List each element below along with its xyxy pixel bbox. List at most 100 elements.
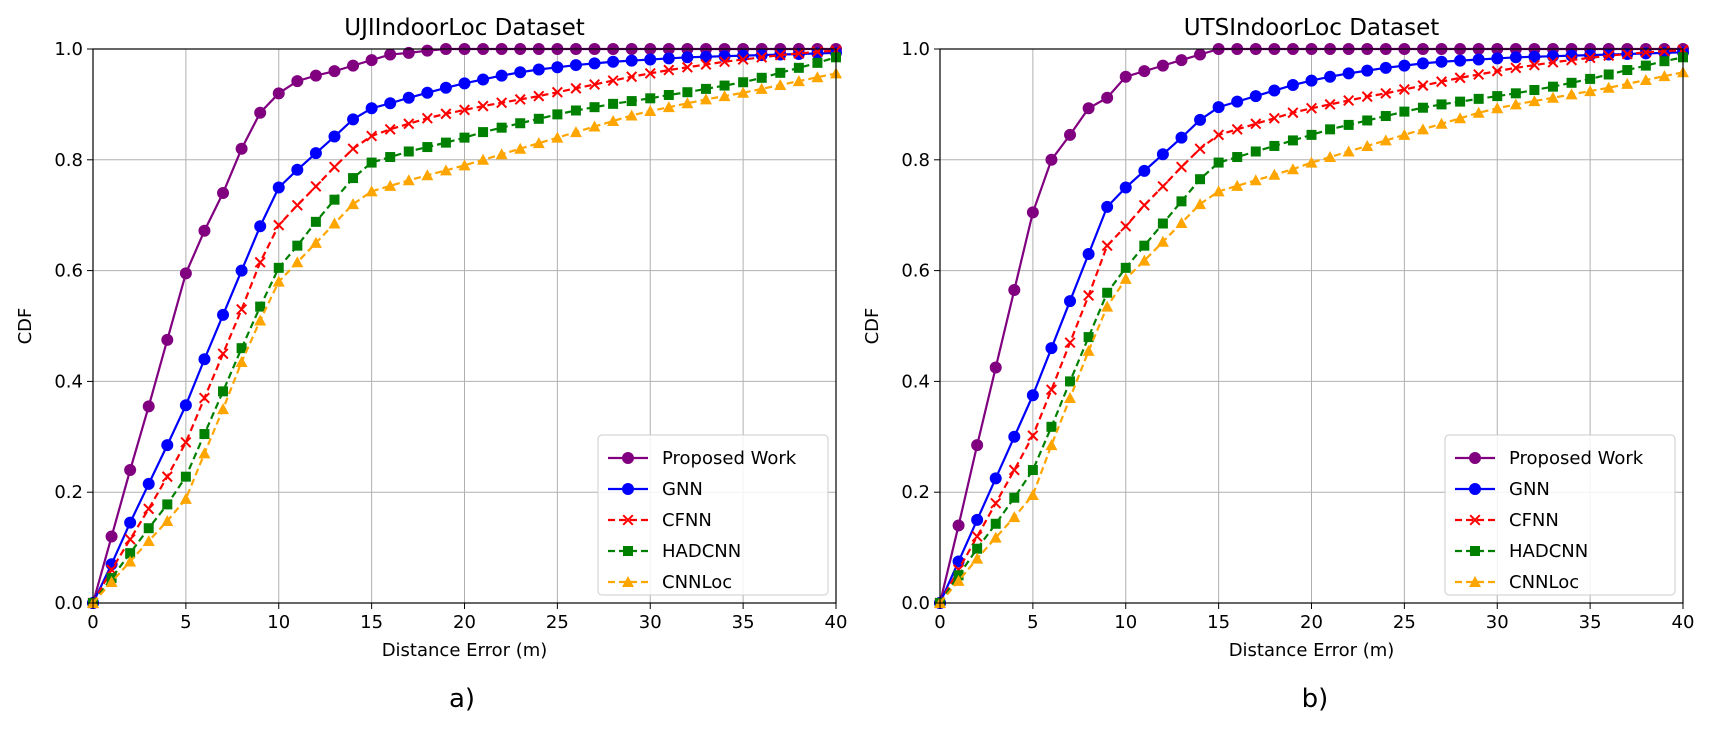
data-point <box>775 67 786 78</box>
data-point <box>1472 53 1485 66</box>
data-point <box>1324 98 1336 110</box>
data-point <box>811 71 824 83</box>
data-point <box>143 503 155 515</box>
data-point <box>1064 128 1077 141</box>
x-tick-label: 15 <box>360 612 383 633</box>
y-tick-label: 1.0 <box>901 39 930 60</box>
data-point <box>1213 129 1225 141</box>
data-point <box>1622 65 1633 76</box>
data-point <box>755 49 768 62</box>
x-tick-label: 15 <box>1207 612 1230 633</box>
data-point <box>1157 180 1169 192</box>
data-point <box>792 75 805 87</box>
data-point <box>1026 206 1039 219</box>
data-point <box>328 65 341 78</box>
data-point <box>421 169 434 181</box>
y-tick-label: 1.0 <box>54 39 83 60</box>
data-point <box>737 49 750 62</box>
data-point <box>1175 131 1188 144</box>
legend-marker <box>1469 452 1481 464</box>
data-point <box>348 173 359 184</box>
data-point <box>952 574 965 586</box>
data-point <box>533 90 545 102</box>
data-point <box>1565 88 1578 100</box>
data-point <box>254 256 266 268</box>
panel-caption: a) <box>449 684 475 714</box>
data-point <box>1436 76 1448 88</box>
data-point <box>1138 199 1150 211</box>
data-point <box>1250 118 1262 130</box>
x-tick-label: 0 <box>934 612 945 633</box>
data-point <box>1194 113 1207 126</box>
legend-box <box>1444 434 1676 596</box>
y-tick-label: 0.4 <box>54 371 83 392</box>
data-point <box>1250 146 1261 157</box>
data-point <box>1212 185 1225 197</box>
data-point <box>384 123 396 135</box>
data-point <box>272 87 285 100</box>
data-point <box>1175 161 1187 173</box>
data-point <box>180 471 191 482</box>
series-cfnn <box>934 44 1689 609</box>
data-point <box>272 181 285 194</box>
data-point <box>718 90 731 102</box>
data-point <box>589 102 600 113</box>
legend-marker <box>622 483 634 495</box>
data-point <box>347 59 360 72</box>
data-point <box>1528 59 1540 71</box>
legend: Proposed Work GNN CFNN HADCNN CNNLoc <box>597 434 829 596</box>
y-tick-label: 0.0 <box>54 593 83 614</box>
x-tick-label: 5 <box>1027 612 1038 633</box>
data-point <box>1343 95 1355 107</box>
series-cnnloc <box>87 67 842 608</box>
data-point <box>1585 73 1596 84</box>
data-point <box>439 164 452 176</box>
data-point <box>272 275 285 287</box>
data-point <box>972 543 983 554</box>
data-point <box>1008 430 1021 443</box>
data-point <box>1009 492 1020 503</box>
data-point <box>402 91 415 104</box>
legend-item: Proposed Work <box>1455 448 1644 469</box>
data-point <box>737 54 749 66</box>
ticks: 0 5 10 15 20 25 30 35 40 0.0 0.2 0.4 0.6 0.8 1.0 <box>54 39 847 633</box>
data-point <box>1398 83 1410 95</box>
legend-item: CFNN <box>608 510 712 531</box>
legend-label: HADCNN <box>1509 541 1588 562</box>
legend-label: GNN <box>1509 479 1550 500</box>
data-point <box>179 492 192 504</box>
data-point <box>989 472 1002 485</box>
data-point <box>1119 272 1132 284</box>
y-tick-label: 0.6 <box>54 261 83 282</box>
data-point <box>439 81 452 94</box>
data-point <box>235 264 248 277</box>
data-point <box>1120 262 1131 273</box>
data-point <box>496 122 507 133</box>
data-point <box>161 439 174 452</box>
legend-label: CFNN <box>662 510 712 531</box>
data-point <box>1119 70 1132 83</box>
data-point <box>569 126 582 138</box>
legend-label: HADCNN <box>662 541 741 562</box>
data-point <box>124 533 136 545</box>
legend-marker <box>622 514 634 526</box>
data-point <box>254 220 267 233</box>
data-point <box>1232 152 1243 163</box>
x-axis-label: Distance Error (m) <box>1229 640 1395 661</box>
data-point <box>1361 91 1373 103</box>
data-point <box>291 199 303 211</box>
data-point <box>1101 200 1114 213</box>
data-point <box>971 531 983 543</box>
legend-item: CNNLoc <box>608 572 732 593</box>
data-point <box>607 115 620 127</box>
legend-marker <box>1469 483 1481 495</box>
data-point <box>458 77 471 90</box>
data-point <box>1398 128 1411 140</box>
data-point <box>365 185 378 197</box>
data-point <box>1102 287 1113 298</box>
chart-panel-1: 0 5 10 15 20 25 30 35 40 0.0 0.2 0.4 0.6 0.8 1.0 UJIInd… <box>15 15 847 714</box>
data-point <box>1027 465 1038 476</box>
data-point <box>1231 95 1244 108</box>
data-point <box>161 515 174 527</box>
